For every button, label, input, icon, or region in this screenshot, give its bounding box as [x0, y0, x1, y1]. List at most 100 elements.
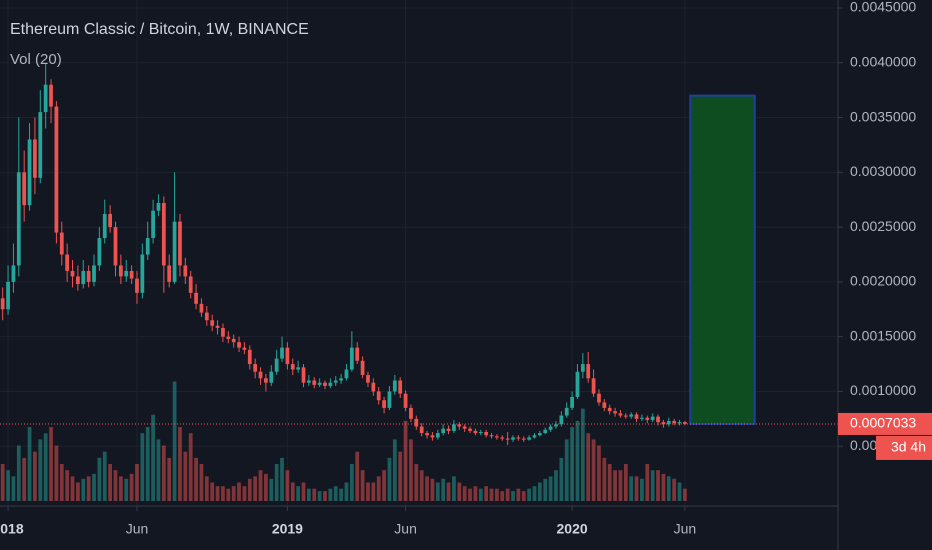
volume-bar [403, 420, 408, 501]
candle-body [333, 380, 338, 383]
candle-body [151, 210, 155, 239]
candle-body [102, 213, 107, 239]
volume-bar [629, 476, 634, 501]
volume-bar [591, 439, 596, 501]
candle-body [264, 378, 268, 383]
volume-bar [151, 414, 155, 501]
volume-bar [59, 464, 64, 501]
candle-body [92, 265, 96, 282]
candle-body [414, 418, 419, 427]
volume-bar [349, 464, 354, 501]
volume-bar [419, 470, 424, 501]
candle-body [253, 364, 258, 372]
candle-body [607, 407, 612, 412]
candle-body [586, 364, 591, 379]
candle-body [521, 438, 526, 440]
candle-body [156, 203, 161, 211]
candle-body [446, 428, 451, 431]
volume-bar [247, 478, 252, 501]
volume-bar [11, 476, 16, 501]
candle-body [274, 358, 279, 372]
candle-body [188, 276, 193, 293]
candle-body [118, 265, 123, 277]
candle-body [683, 422, 687, 424]
volume-bar [495, 488, 499, 501]
volume-bar [640, 478, 644, 501]
candle-body [409, 407, 413, 419]
candle-body [135, 278, 139, 293]
candle-body [640, 417, 644, 419]
candle-body [167, 265, 172, 282]
volume-bar [253, 476, 258, 501]
volume-bar [376, 476, 381, 501]
candle-body [559, 415, 564, 425]
candle-body [554, 424, 558, 427]
volume-bar [597, 445, 601, 501]
volume-bar [118, 476, 123, 501]
volume-bar [500, 491, 505, 501]
volume-bar [54, 445, 59, 501]
volume-bar [167, 457, 172, 501]
candle-body [199, 303, 204, 313]
volume-bar [559, 457, 564, 501]
candle-body [495, 436, 499, 438]
candle-body [306, 380, 311, 383]
volume-bar [554, 470, 558, 501]
volume-bar [344, 482, 349, 501]
candle-body [59, 232, 64, 255]
candle-body [339, 378, 343, 381]
candle-body [323, 382, 327, 386]
volume-bar [392, 439, 397, 501]
volume-bar [194, 457, 198, 501]
candle-body [108, 213, 113, 228]
volume-bar [183, 451, 188, 501]
chart-title: Ethereum Classic / Bitcoin, 1W, BINANCE [10, 21, 309, 38]
volume-bar [156, 439, 161, 501]
candle-body [457, 424, 462, 427]
volume-bar [296, 486, 301, 501]
last-price-label: 0.0007033 [850, 415, 916, 431]
volume-bar [430, 478, 435, 501]
volume-bar [537, 482, 542, 501]
y-tick-label: 0.0010000 [850, 382, 916, 398]
candle-body [221, 327, 225, 337]
volume-bar [81, 478, 86, 501]
candle-body [570, 396, 574, 408]
candle-body [296, 367, 301, 370]
candle-body [178, 221, 182, 266]
volume-bar [446, 482, 451, 501]
volume-bar [269, 478, 274, 501]
volume-bar [634, 476, 639, 501]
candle-body [425, 433, 429, 436]
candle-body [183, 265, 188, 277]
volume-bar [102, 451, 107, 501]
volume-bar [33, 451, 37, 501]
candle-body [634, 414, 639, 419]
volume-bar [511, 491, 515, 501]
candle-body [86, 270, 91, 282]
volume-bar [478, 488, 483, 501]
volume-bar [92, 473, 96, 501]
candle-body [328, 382, 333, 386]
volume-bar [258, 470, 263, 501]
y-tick-label: 0.0045000 [850, 0, 916, 15]
volume-bar [199, 464, 204, 501]
candle-body [516, 437, 521, 439]
candle-body [215, 325, 220, 328]
volume-bar [398, 451, 403, 501]
volume-bar [575, 420, 580, 501]
candle-body [113, 227, 118, 266]
volume-indicator-label[interactable]: Vol (20) [10, 51, 62, 68]
volume-bar [672, 478, 677, 501]
volume-bar [382, 470, 386, 501]
volume-bar [108, 464, 113, 501]
volume-bar [6, 470, 10, 501]
volume-bar [333, 486, 338, 501]
volume-bar [564, 439, 569, 501]
volume-bar [306, 488, 311, 501]
candle-body [355, 347, 360, 361]
volume-bar [505, 488, 510, 501]
volume-bar [521, 491, 526, 501]
candle-body [280, 347, 284, 359]
